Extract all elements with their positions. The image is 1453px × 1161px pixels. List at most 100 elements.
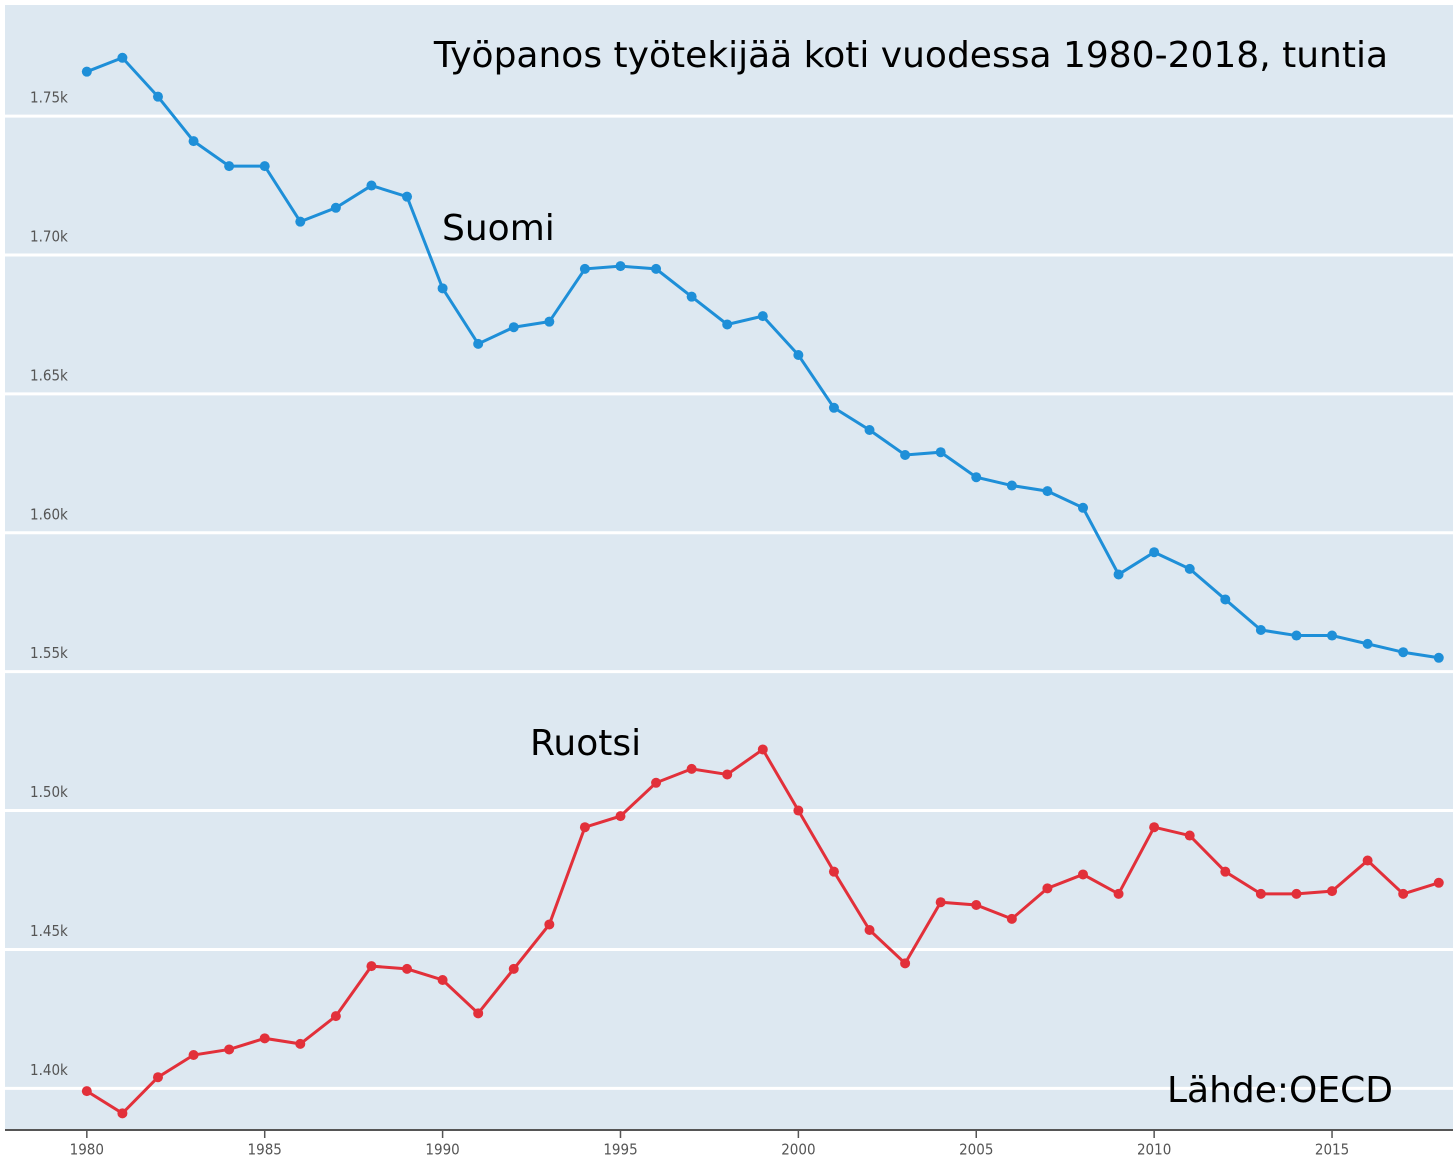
data-point [437,283,448,294]
data-point [971,472,982,483]
chart-title: Työpanos työtekijää koti vuodessa 1980-2… [433,35,1388,76]
data-point [722,319,733,330]
data-point [935,897,946,908]
data-point [651,777,662,788]
data-point [579,822,590,833]
data-point [1113,569,1124,580]
y-tick-label: 1.40k [30,1061,68,1079]
data-point [188,1050,199,1060]
data-point [473,1008,484,1019]
data-point [864,425,875,435]
data-point [366,180,377,191]
data-point [366,961,377,972]
data-point [579,263,590,274]
x-tick-label: 1990 [425,1141,459,1159]
data-point [117,1108,128,1119]
data-point [1184,563,1195,574]
data-point [900,450,911,460]
y-tick-label: 1.45k [30,922,68,940]
data-point [1433,652,1444,663]
data-point [1006,480,1017,491]
data-point [1398,888,1409,899]
source: Lähde:OECD [1167,1070,1393,1111]
data-point [1433,877,1444,888]
series-label: Ruotsi [530,723,641,764]
x-tick-label: 2015 [1315,1141,1349,1159]
data-point [330,1011,341,1022]
data-point [1327,630,1338,641]
x-tick-label: 2000 [781,1141,815,1159]
data-point [900,958,911,969]
data-point [864,925,875,935]
data-point [651,263,662,274]
data-point [1255,888,1266,899]
data-point [1184,830,1195,841]
data-point [1291,630,1302,641]
data-point [330,202,341,213]
data-point [508,322,519,333]
data-point [1327,886,1338,897]
data-point [437,975,448,985]
data-point [224,1044,235,1055]
data-point [544,919,555,930]
x-tick-label: 2010 [1137,1141,1171,1159]
data-point [828,402,839,413]
data-point [508,963,519,974]
series-label: Suomi [442,208,555,249]
y-tick-label: 1.60k [30,505,68,523]
data-point [1149,547,1160,558]
y-tick-label: 1.50k [30,783,68,801]
data-point [1113,888,1124,899]
data-point [1149,822,1160,833]
plot-background [5,5,1453,1130]
data-point [1398,647,1409,658]
data-point [152,91,163,102]
data-point [1077,502,1088,513]
data-point [971,900,982,910]
data-point [402,191,413,202]
y-tick-label: 1.55k [30,644,68,662]
data-point [615,811,626,822]
data-point [828,866,839,877]
data-point [793,805,804,816]
y-tick-label: 1.70k [30,228,68,246]
data-point [259,1033,270,1044]
x-tick-label: 2005 [959,1141,993,1159]
x-tick-label: 1980 [70,1141,104,1159]
y-tick-label: 1.65k [30,366,68,384]
data-point [295,216,306,227]
data-point [188,136,199,147]
data-point [1042,883,1053,894]
data-point [1362,638,1373,649]
data-point [1362,855,1373,866]
data-point [1006,913,1017,924]
y-tick-label: 1.75k [30,89,68,107]
data-point [81,66,92,77]
data-point [295,1038,306,1049]
data-point [1042,486,1053,497]
data-point [1220,594,1231,605]
data-point [1255,625,1266,635]
data-point [686,763,697,774]
data-point [259,161,270,172]
data-point [757,744,768,755]
data-point [757,311,768,322]
data-point [152,1072,163,1083]
data-point [686,291,697,302]
data-point [224,161,235,172]
data-point [402,963,413,974]
x-tick-label: 1985 [248,1141,282,1159]
data-point [793,350,804,360]
data-point [722,769,733,780]
data-point [544,316,555,327]
x-tick-label: 1995 [603,1141,637,1159]
data-point [935,447,946,458]
data-point [81,1086,92,1097]
data-point [1291,888,1302,899]
data-point [615,261,626,272]
data-point [117,52,128,63]
data-point [473,338,484,349]
data-point [1220,866,1231,877]
data-point [1077,869,1088,880]
